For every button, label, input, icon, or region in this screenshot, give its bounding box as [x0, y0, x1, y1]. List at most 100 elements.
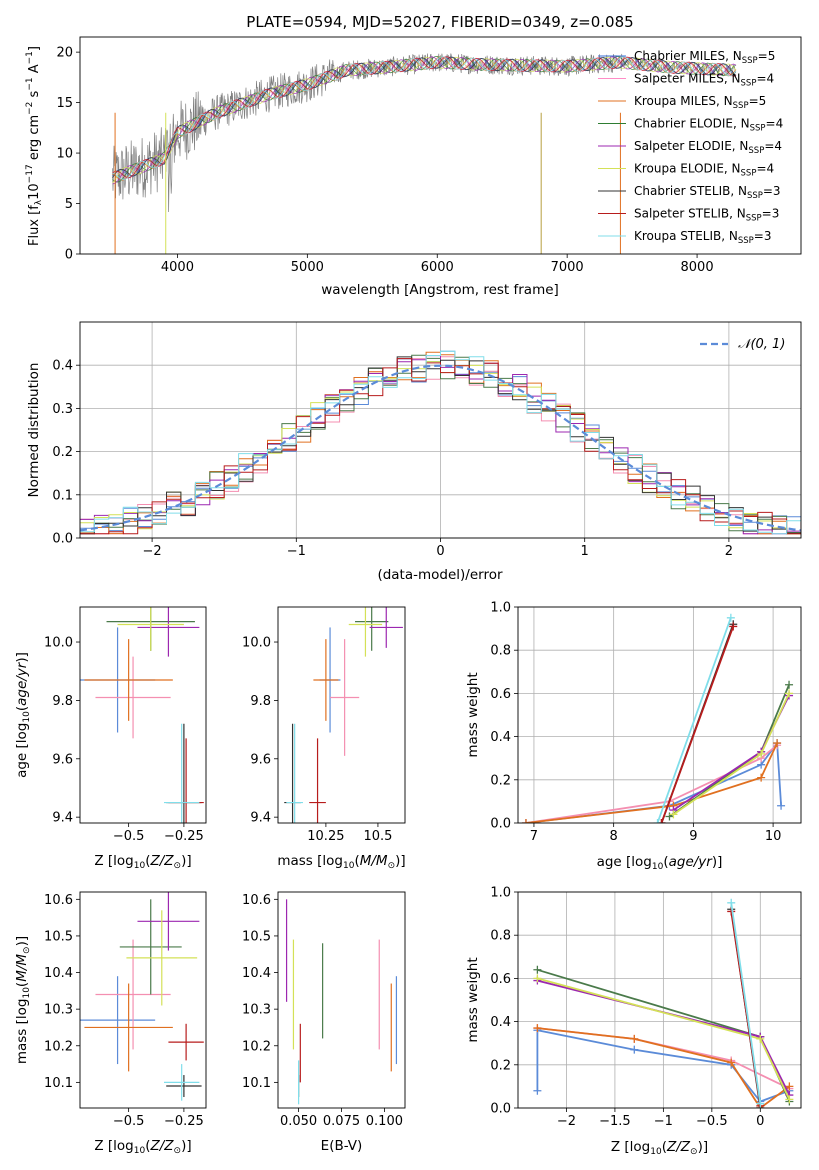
x-tick-label: 0.100: [366, 1114, 403, 1129]
y-tick-label: 5: [65, 197, 73, 212]
legend-label: Chabrier MILES, NSSP=5: [634, 49, 775, 66]
legend-label: Chabrier STELIB, NSSP=3: [634, 184, 781, 201]
series-line: [730, 902, 762, 1104]
y-tick-label: 20: [56, 46, 73, 61]
y-tick-label: 10.5: [44, 929, 73, 944]
series-line: [525, 744, 778, 823]
y-tick-label: 0.6: [490, 687, 511, 702]
series-marker: [657, 819, 666, 823]
gaussian-curve: [80, 364, 801, 532]
y-tick-label: 0.1: [52, 488, 73, 503]
x-tick-label: −0.5: [113, 829, 145, 844]
x-tick-label: 0.075: [323, 1114, 360, 1129]
x-tick-label: 10: [765, 829, 782, 844]
y-tick-label: 0.3: [52, 402, 73, 417]
x-tick-label: 10.5: [363, 829, 392, 844]
legend-label: Salpeter STELIB, NSSP=3: [634, 207, 779, 224]
mass_vs_Z-xlabel: Z [log10(Z/Z⊙)]: [94, 1138, 191, 1156]
x-tick-label: 2: [725, 544, 733, 559]
y-tick-label: 9.4: [52, 811, 73, 826]
series-marker: [533, 965, 542, 974]
residual-xlabel: (data-model)/error: [377, 567, 503, 583]
y-tick-label: 10.0: [242, 636, 271, 651]
y-tick-label: 0.0: [52, 532, 73, 547]
series-marker: [785, 680, 794, 689]
axes-frame: [277, 606, 406, 824]
legend-label: 𝒩(0, 1): [738, 337, 785, 352]
x-tick-label: −1: [287, 544, 306, 559]
y-tick-label: 9.6: [52, 752, 73, 767]
x-tick-label: −0.25: [164, 829, 204, 844]
y-tick-label: 10.5: [242, 929, 271, 944]
x-tick-label: 9: [689, 829, 697, 844]
mass_vs_Z-axes: [76, 898, 185, 1112]
series-marker: [785, 1095, 794, 1104]
age_vs_Z-xlabel: Z [log10(Z/Z⊙)]: [94, 853, 191, 871]
x-tick-label: 4000: [161, 260, 194, 275]
x-tick-label: 1: [581, 544, 589, 559]
mass_vs_ebv-xlabel: E(B-V): [321, 1138, 363, 1154]
age_vs_mass-points: [284, 607, 403, 823]
y-tick-label: 10: [56, 147, 73, 162]
mass_vs_ebv-axes: [274, 898, 385, 1112]
series-marker: [669, 810, 678, 819]
x-tick-label: 5000: [291, 260, 324, 275]
y-tick-label: 0.0: [490, 817, 511, 832]
series-marker: [756, 1034, 765, 1043]
residual-histogram: [80, 350, 801, 535]
series-marker: [785, 1082, 794, 1091]
series-marker: [777, 801, 786, 810]
spectrum-lines: [112, 53, 737, 254]
series-marker: [727, 898, 736, 907]
y-tick-label: 10.6: [242, 893, 271, 908]
x-tick-label: −2: [557, 1114, 576, 1129]
series-marker: [533, 1086, 542, 1095]
y-tick-label: 0.6: [490, 972, 511, 987]
massweight_vs_Z-ylabel: mass weight: [465, 957, 481, 1042]
y-tick-label: 0: [65, 248, 73, 263]
age_vs_mass-axes: [274, 641, 379, 827]
massweight_vs_age-axes: [514, 606, 801, 827]
y-tick-label: 9.8: [250, 694, 271, 709]
model-spectrum-line: [112, 55, 737, 181]
series-marker: [773, 739, 782, 748]
x-tick-label: 0.050: [280, 1114, 317, 1129]
y-tick-label: 0.2: [490, 773, 511, 788]
series-marker: [533, 974, 542, 983]
legend-label: Kroupa STELIB, NSSP=3: [634, 229, 772, 246]
y-tick-label: 1.0: [490, 601, 511, 616]
series-marker: [727, 1058, 736, 1067]
y-tick-label: 0.8: [490, 644, 511, 659]
legend-label: Salpeter MILES, NSSP=4: [634, 72, 774, 89]
axes-frame: [79, 36, 802, 255]
y-tick-label: 10.1: [242, 1076, 271, 1091]
y-tick-label: 9.8: [52, 694, 73, 709]
age_vs_Z-ylabel: age [log10(age/yr)]: [14, 652, 32, 778]
series-marker: [521, 819, 530, 823]
y-tick-label: 10.2: [44, 1039, 73, 1054]
x-tick-label: −2: [143, 544, 162, 559]
age_vs_Z-axes: [76, 641, 185, 827]
series-line: [656, 617, 732, 823]
series-marker: [785, 689, 794, 698]
y-tick-label: 10.4: [44, 966, 73, 981]
massweight_vs_age-ylabel: mass weight: [465, 672, 481, 757]
legend-label: Salpeter ELODIE, NSSP=4: [634, 139, 782, 156]
axes-frame: [79, 606, 207, 824]
spectrum-legend: [598, 55, 626, 237]
series-marker: [630, 1045, 639, 1054]
y-tick-label: 0.4: [490, 730, 511, 745]
y-tick-label: 10.2: [242, 1039, 271, 1054]
y-tick-label: 0.2: [490, 1058, 511, 1073]
x-tick-label: 0: [436, 544, 444, 559]
axes-frame: [277, 891, 406, 1109]
spectrum-xlabel: wavelength [Angstrom, rest frame]: [321, 282, 559, 298]
y-tick-label: 9.4: [250, 811, 271, 826]
series-marker: [729, 622, 738, 631]
y-tick-label: 10.1: [44, 1076, 73, 1091]
y-tick-label: 1.0: [490, 886, 511, 901]
y-tick-label: 9.6: [250, 752, 271, 767]
massweight_vs_age-xlabel: age [log10(age/yr)]: [597, 854, 723, 872]
legend-label: Chabrier ELODIE, NSSP=4: [634, 117, 783, 134]
